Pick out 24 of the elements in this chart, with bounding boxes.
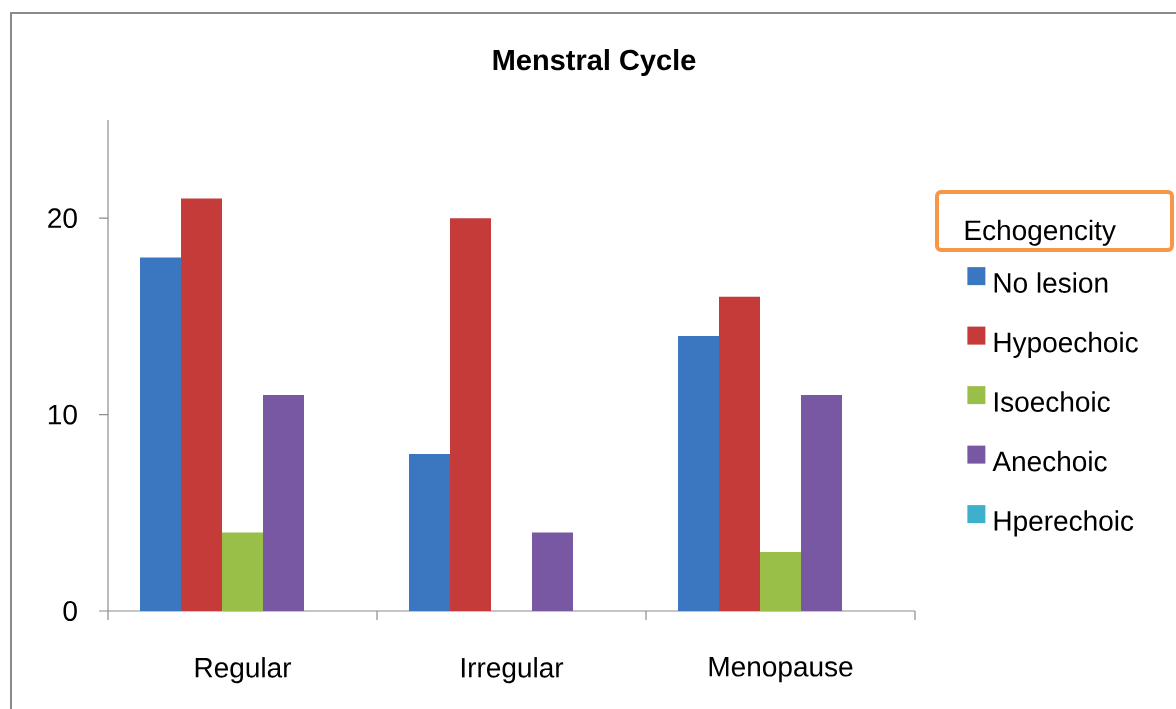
- legend-title: Echogencity: [965, 219, 1116, 246]
- legend-label: No lesion: [994, 272, 1108, 293]
- bar: [719, 296, 760, 611]
- y-tick-label: 0: [63, 601, 77, 621]
- bar: [263, 394, 305, 611]
- bar: [801, 394, 843, 611]
- bar: [140, 257, 182, 611]
- bar: [222, 532, 264, 611]
- bar: [678, 336, 719, 611]
- x-tick-label: Menopause: [709, 657, 853, 683]
- legend-label: Anechoic: [992, 450, 1107, 472]
- bar: [450, 218, 491, 611]
- bar: [532, 532, 573, 611]
- legend-label: Isoechoic: [994, 391, 1110, 412]
- bar: [760, 552, 801, 611]
- y-tick-label: 20: [48, 208, 77, 229]
- bar: [181, 198, 223, 611]
- x-tick-label: Irregular: [461, 657, 564, 684]
- chart-title: Menstral Cycle: [493, 48, 696, 77]
- x-tick-label: Regular: [195, 657, 292, 684]
- bar: [409, 453, 451, 611]
- y-tick-label: 10: [48, 404, 77, 425]
- legend-label: Hperechoic: [994, 510, 1134, 537]
- legend-label: Hypoechoic: [994, 331, 1138, 358]
